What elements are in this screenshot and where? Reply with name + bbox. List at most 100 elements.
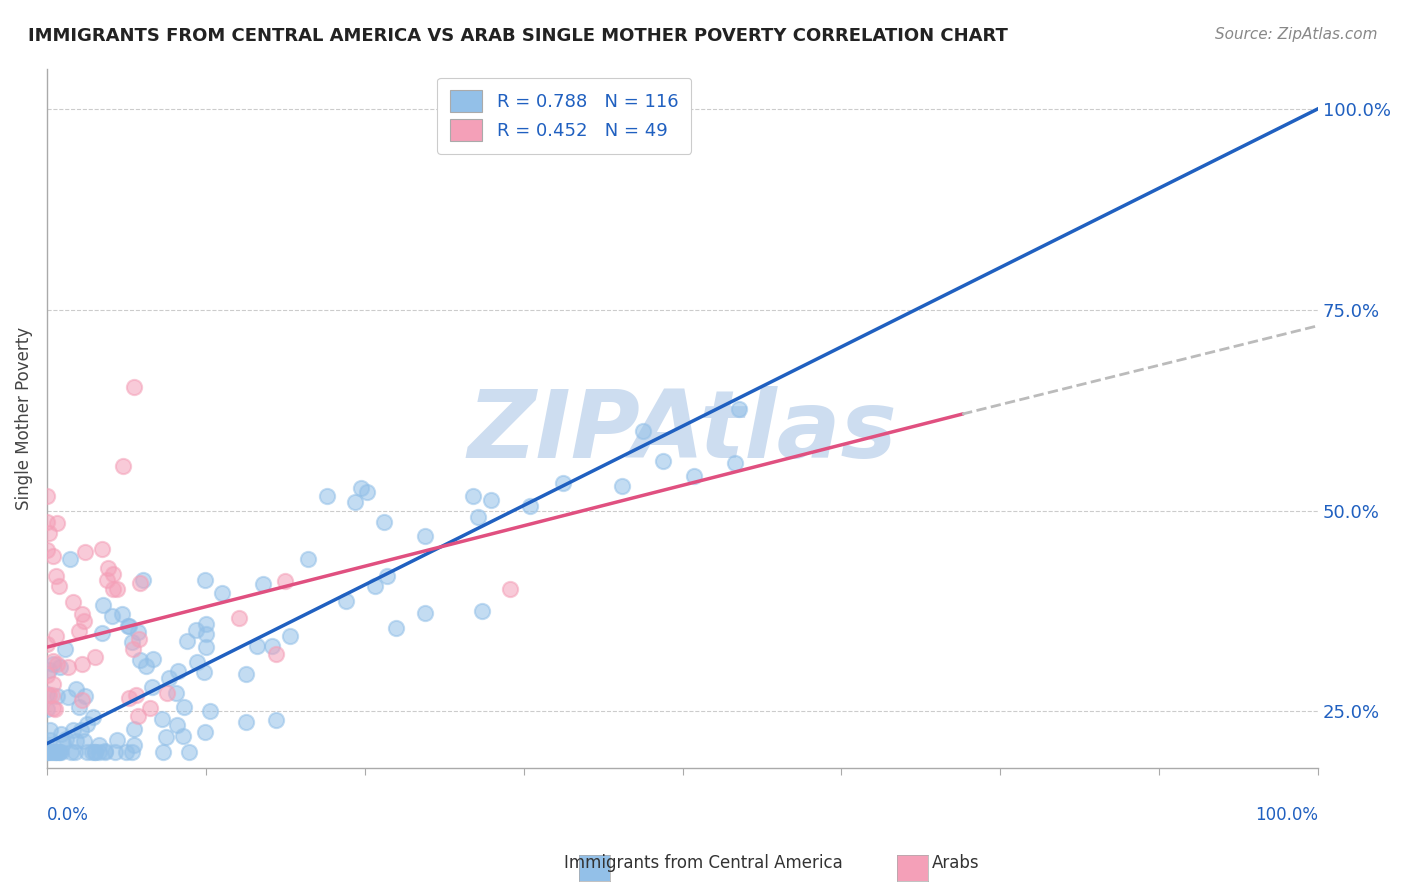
Point	[105, 732, 128, 747]
Point	[356, 485, 378, 500]
Point	[177, 745, 200, 759]
Point	[384, 621, 406, 635]
Point	[82, 709, 104, 723]
Point	[48, 745, 70, 759]
Point	[38, 688, 60, 702]
Point	[35, 745, 58, 759]
Text: Arabs: Arabs	[932, 855, 980, 872]
Point	[73, 544, 96, 558]
Point	[73, 733, 96, 747]
Point	[172, 729, 194, 743]
Point	[118, 618, 141, 632]
Point	[97, 560, 120, 574]
Point	[45, 569, 67, 583]
Point	[344, 495, 367, 509]
Point	[176, 634, 198, 648]
Point	[37, 745, 59, 759]
Point	[49, 745, 72, 759]
Point	[59, 552, 82, 566]
Point	[141, 681, 163, 695]
Point	[194, 725, 217, 739]
Point	[235, 714, 257, 729]
Point	[48, 745, 70, 759]
Point	[39, 780, 62, 795]
Point	[35, 637, 58, 651]
Point	[156, 686, 179, 700]
Point	[128, 632, 150, 646]
Point	[80, 745, 103, 759]
Point	[83, 745, 105, 759]
Point	[246, 640, 269, 654]
Point	[127, 709, 149, 723]
Point	[166, 718, 188, 732]
Point	[37, 490, 59, 504]
Point	[114, 745, 136, 759]
Point	[38, 526, 60, 541]
Point	[37, 702, 59, 716]
Point	[128, 652, 150, 666]
Point	[724, 456, 747, 470]
Point	[42, 700, 65, 714]
Point	[96, 573, 118, 587]
Legend: R = 0.788   N = 116, R = 0.452   N = 49: R = 0.788 N = 116, R = 0.452 N = 49	[437, 78, 692, 154]
Point	[481, 492, 503, 507]
Point	[127, 624, 149, 639]
Point	[41, 549, 63, 563]
Point	[70, 657, 93, 671]
Point	[138, 701, 160, 715]
Text: 0.0%: 0.0%	[46, 806, 89, 824]
Point	[35, 745, 58, 759]
Point	[91, 625, 114, 640]
Point	[122, 738, 145, 752]
Point	[350, 481, 373, 495]
Point	[166, 665, 188, 679]
Point	[69, 723, 91, 737]
Point	[264, 647, 287, 661]
Point	[252, 576, 274, 591]
Point	[111, 607, 134, 621]
Text: Immigrants from Central America: Immigrants from Central America	[564, 855, 842, 872]
Point	[467, 509, 489, 524]
Point	[46, 689, 69, 703]
Point	[73, 614, 96, 628]
Point	[373, 515, 395, 529]
Point	[461, 489, 484, 503]
Point	[93, 598, 115, 612]
Point	[37, 739, 59, 754]
Point	[165, 686, 187, 700]
Point	[117, 619, 139, 633]
Point	[186, 624, 208, 638]
Point	[41, 745, 63, 759]
Point	[121, 634, 143, 648]
Point	[42, 745, 65, 759]
Point	[49, 660, 72, 674]
Text: ZIPAtlas: ZIPAtlas	[468, 386, 897, 478]
Point	[35, 515, 58, 529]
Point	[132, 573, 155, 587]
Point	[364, 578, 387, 592]
Point	[45, 629, 67, 643]
Point	[228, 611, 250, 625]
Point	[683, 468, 706, 483]
Point	[122, 380, 145, 394]
Point	[69, 699, 91, 714]
Point	[76, 745, 98, 759]
Point	[157, 671, 180, 685]
Y-axis label: Single Mother Poverty: Single Mother Poverty	[15, 326, 32, 509]
Point	[235, 667, 257, 681]
Point	[62, 723, 84, 737]
Point	[316, 489, 339, 503]
Point	[41, 677, 63, 691]
Point	[194, 573, 217, 587]
Point	[51, 727, 73, 741]
Point	[104, 745, 127, 759]
Point	[260, 640, 283, 654]
Point	[73, 689, 96, 703]
Point	[101, 609, 124, 624]
Point	[633, 424, 655, 438]
Point	[471, 605, 494, 619]
Text: 100.0%: 100.0%	[1256, 806, 1319, 824]
Point	[297, 551, 319, 566]
Point	[129, 575, 152, 590]
Point	[101, 582, 124, 596]
